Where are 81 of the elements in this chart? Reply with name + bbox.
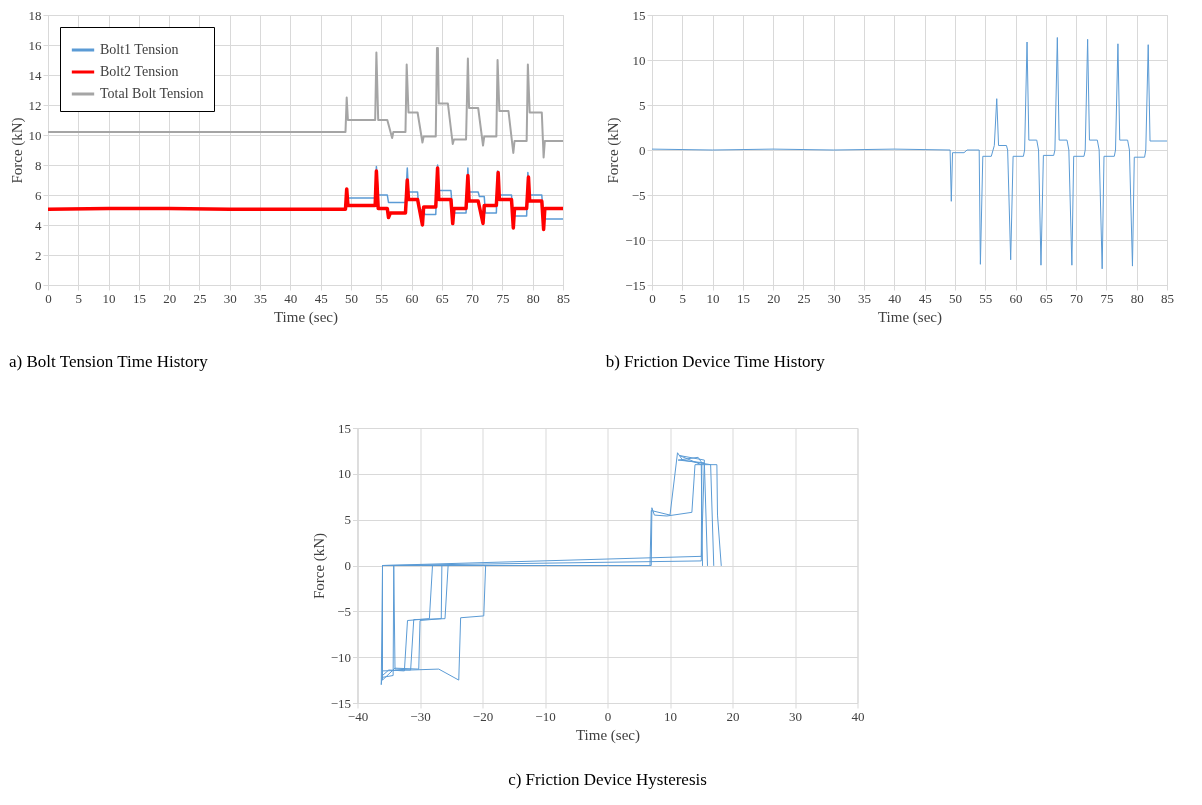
x-tick-label: 0 bbox=[45, 290, 52, 306]
x-tick-label: 75 bbox=[1100, 290, 1114, 306]
x-tick-label: 40 bbox=[888, 290, 902, 306]
y-axis-title: Force (kN) bbox=[605, 117, 623, 184]
y-tick-label: 2 bbox=[35, 247, 42, 263]
x-tick-label: 40 bbox=[284, 290, 298, 306]
x-tick-label: 30 bbox=[223, 290, 237, 306]
x-tick-label: 10 bbox=[706, 290, 720, 306]
x-tick-label: 15 bbox=[132, 290, 146, 306]
x-tick-label: 55 bbox=[375, 290, 389, 306]
y-tick-label: −5 bbox=[337, 603, 351, 619]
x-tick-label: 55 bbox=[979, 290, 993, 306]
y-tick-label: 0 bbox=[35, 277, 42, 293]
y-tick-label: −15 bbox=[330, 695, 351, 711]
x-tick-label: 50 bbox=[344, 290, 358, 306]
y-tick-label: 12 bbox=[28, 97, 42, 113]
x-tick-label: 5 bbox=[679, 290, 687, 306]
x-tick-label: 80 bbox=[526, 290, 540, 306]
x-tick-label: 25 bbox=[797, 290, 811, 306]
x-tick-label: 85 bbox=[557, 290, 570, 306]
y-tick-label: 10 bbox=[338, 466, 351, 482]
text: b) Friction Device Time History bbox=[605, 352, 826, 371]
text: c) Friction Device Hysteresis bbox=[508, 770, 707, 789]
x-tick-label: −40 bbox=[347, 708, 369, 724]
y-axis-title: Force (kN) bbox=[310, 532, 328, 600]
y-tick-label: 5 bbox=[639, 97, 646, 113]
x-tick-label: −30 bbox=[410, 708, 431, 724]
x-tick-label: 30 bbox=[789, 708, 802, 724]
y-tick-label: 0 bbox=[639, 142, 646, 158]
x-tick-label: −20 bbox=[472, 708, 494, 724]
y-tick-label: 16 bbox=[28, 37, 42, 53]
y-tick-label: 14 bbox=[28, 67, 42, 83]
y-tick-label: 10 bbox=[28, 127, 42, 143]
x-tick-label: 65 bbox=[1039, 290, 1053, 306]
x-tick-label: 40 bbox=[851, 708, 865, 724]
x-tick-label: 65 bbox=[435, 290, 449, 306]
x-tick-label: 60 bbox=[1009, 290, 1023, 306]
x-tick-label: 35 bbox=[254, 290, 268, 306]
x-tick-label: 0 bbox=[649, 290, 656, 306]
y-tick-label: 4 bbox=[35, 217, 42, 233]
x-tick-label: 45 bbox=[314, 290, 328, 306]
legend-label: Total Bolt Tension bbox=[100, 86, 204, 101]
x-tick-label: 0 bbox=[604, 708, 612, 724]
y-axis-title: Force (kN) bbox=[8, 117, 26, 184]
x-tick-label: 50 bbox=[948, 290, 962, 306]
x-tick-label: 75 bbox=[496, 290, 510, 306]
x-tick-label: 70 bbox=[466, 290, 480, 306]
y-tick-label: −15 bbox=[625, 277, 646, 293]
x-tick-label: 20 bbox=[163, 290, 177, 306]
y-tick-label: 6 bbox=[35, 187, 42, 203]
x-tick-label: −10 bbox=[535, 708, 556, 724]
y-tick-label: −10 bbox=[330, 649, 351, 665]
x-tick-label: 25 bbox=[193, 290, 207, 306]
text: a) Bolt Tension Time History bbox=[9, 352, 209, 371]
y-tick-label: 8 bbox=[35, 157, 42, 173]
x-axis-title: Time (sec) bbox=[273, 308, 339, 326]
x-axis-title: Time (sec) bbox=[877, 308, 943, 326]
x-axis-title: Time (sec) bbox=[575, 726, 641, 744]
x-tick-label: 15 bbox=[736, 290, 750, 306]
y-tick-label: 15 bbox=[338, 420, 351, 436]
x-tick-label: 35 bbox=[858, 290, 872, 306]
x-tick-label: 80 bbox=[1130, 290, 1144, 306]
x-tick-label: 45 bbox=[918, 290, 932, 306]
x-tick-label: 10 bbox=[102, 290, 116, 306]
x-tick-label: 10 bbox=[664, 708, 677, 724]
x-tick-label: 30 bbox=[827, 290, 841, 306]
y-tick-label: 10 bbox=[632, 52, 646, 68]
y-tick-label: −10 bbox=[625, 232, 646, 248]
x-tick-label: 60 bbox=[405, 290, 419, 306]
y-tick-label: 0 bbox=[344, 558, 351, 573]
x-tick-label: 20 bbox=[726, 708, 740, 724]
x-tick-label: 5 bbox=[75, 290, 83, 306]
y-tick-label: −5 bbox=[631, 187, 646, 203]
x-tick-label: 20 bbox=[767, 290, 781, 306]
y-tick-label: 18 bbox=[28, 7, 42, 23]
y-tick-label: 15 bbox=[632, 7, 646, 23]
y-tick-label: 5 bbox=[344, 512, 351, 528]
x-tick-label: 70 bbox=[1070, 290, 1084, 306]
legend-label: Bolt1 Tension bbox=[100, 42, 179, 57]
legend-label: Bolt2 Tension bbox=[100, 64, 179, 79]
x-tick-label: 85 bbox=[1161, 290, 1174, 306]
